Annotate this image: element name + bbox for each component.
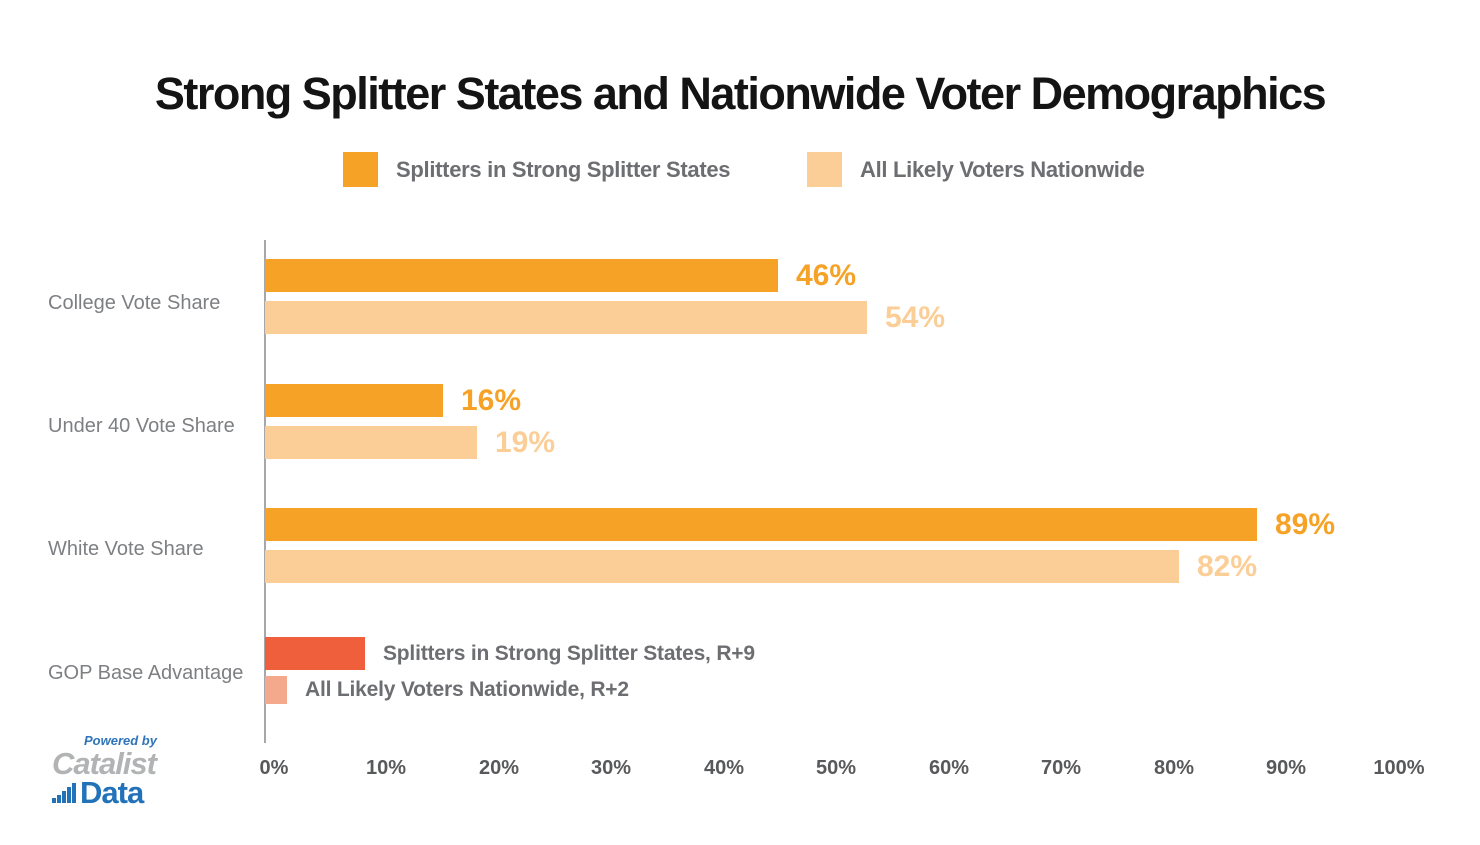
catalist-wordmark: Catalist [52,746,157,781]
value-label-nationwide-gop: All Likely Voters Nationwide, R+2 [305,678,629,701]
y-axis-line [264,240,266,743]
bar-row: Splitters in Strong Splitter States, R+9 [265,637,755,670]
legend-label-nationwide: All Likely Voters Nationwide [860,156,1145,182]
legend-swatch-nationwide [807,152,842,187]
legend-item-splitters: Splitters in Strong Splitter States [343,152,731,187]
value-label-nationwide-white: 82% [1197,549,1258,583]
bar-row: 16% [265,384,521,417]
legend-item-nationwide: All Likely Voters Nationwide [807,152,1145,187]
chart-title: Strong Splitter States and Nationwide Vo… [154,68,1327,119]
category-label-college: College Vote Share [48,292,221,314]
bar-splitters-white [265,508,1257,541]
bar-row: 46% [265,259,856,292]
powered-by-text: Powered by [84,733,157,748]
x-tick-10: 10% [365,757,407,779]
legend-swatch-splitters [343,152,378,187]
bar-row: 82% [265,550,1257,583]
category-label-gop: GOP Base Advantage [48,662,244,684]
x-tick-90: 90% [1265,757,1307,779]
bar-nationwide-gop [265,676,287,704]
value-label-nationwide-college: 54% [885,300,946,334]
bar-row: 54% [265,301,945,334]
bar-row: All Likely Voters Nationwide, R+2 [265,676,629,704]
x-tick-50: 50% [815,757,857,779]
bar-row: 89% [265,508,1335,541]
legend-label-splitters: Splitters in Strong Splitter States [396,156,731,182]
x-tick-70: 70% [1040,757,1082,779]
value-label-splitters-under40: 16% [461,383,522,417]
x-tick-20: 20% [478,757,520,779]
value-label-splitters-college: 46% [796,258,857,292]
x-tick-60: 60% [928,757,970,779]
bar-nationwide-college [265,301,867,334]
x-tick-80: 80% [1153,757,1195,779]
bar-chart-icon [52,783,77,803]
category-label-white: White Vote Share [48,538,204,560]
x-tick-100: 100% [1373,757,1425,779]
x-tick-40: 40% [703,757,745,779]
bar-splitters-gop [265,637,365,670]
value-label-splitters-white: 89% [1275,507,1336,541]
bar-nationwide-white [265,550,1179,583]
value-label-splitters-gop: Splitters in Strong Splitter States, R+9 [383,641,755,665]
bar-row: 19% [265,426,555,459]
x-tick-0: 0% [259,757,289,779]
x-tick-30: 30% [590,757,632,779]
bar-nationwide-under40 [265,426,477,459]
value-label-nationwide-under40: 19% [495,425,556,459]
category-label-under40: Under 40 Vote Share [48,415,235,437]
catalist-logo: Powered by Catalist Data [52,733,212,808]
bar-splitters-under40 [265,384,443,417]
bar-splitters-college [265,259,778,292]
data-wordmark: Data [80,775,144,810]
